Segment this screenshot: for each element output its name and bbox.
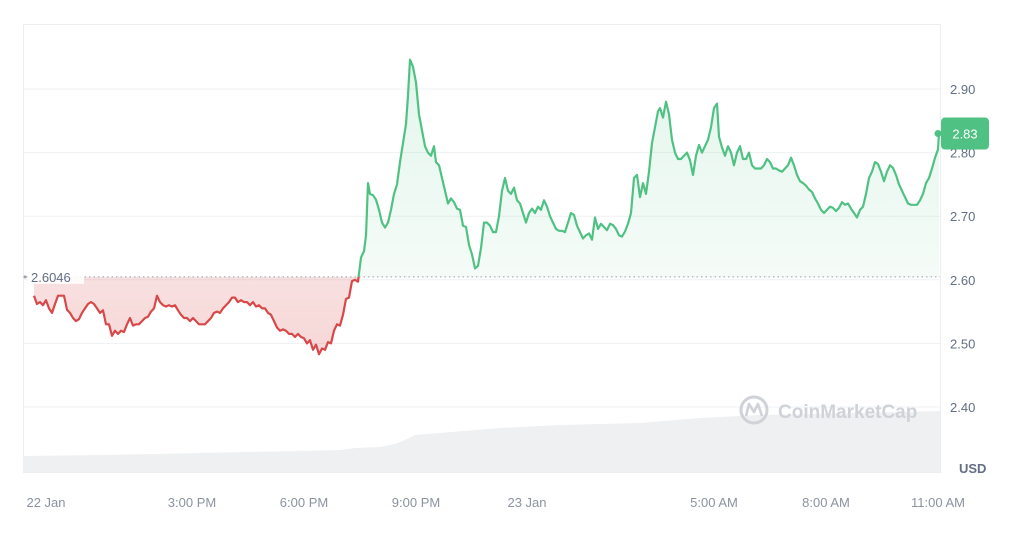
coinmarketcap-watermark: CoinMarketCap bbox=[739, 395, 917, 425]
reference-dot-icon bbox=[23, 275, 27, 279]
y-tick-label: 2.40 bbox=[950, 400, 975, 415]
coinmarketcap-logo-icon bbox=[739, 395, 769, 425]
coinmarketcap-logo-m-icon bbox=[744, 402, 764, 417]
price-area-down bbox=[34, 276, 359, 355]
x-axis: 22 Jan 3:00 PM 6:00 PM 9:00 PM 23 Jan 5:00 AM… bbox=[26, 495, 965, 510]
current-price-badge bbox=[941, 117, 989, 150]
current-price-value: 2.83 bbox=[952, 127, 977, 142]
volume-area bbox=[23, 411, 940, 472]
x-tick-label: 3:00 PM bbox=[168, 495, 216, 510]
y-axis: 2.902.802.702.602.502.40 bbox=[950, 82, 975, 415]
current-price-dot-icon bbox=[934, 130, 942, 138]
x-tick-label: 6:00 PM bbox=[280, 495, 328, 510]
x-tick-label: 11:00 AM bbox=[911, 495, 965, 510]
x-tick-label: 5:00 AM bbox=[690, 495, 738, 510]
price-line-up[interactable] bbox=[34, 58, 941, 355]
gridlines bbox=[24, 88, 940, 408]
price-line-down[interactable] bbox=[32, 60, 939, 356]
price-area-up bbox=[34, 59, 939, 277]
x-tick-label: 8:00 AM bbox=[802, 495, 850, 510]
y-tick-label: 2.70 bbox=[950, 209, 975, 224]
x-tick-label: 9:00 PM bbox=[392, 495, 440, 510]
x-tick-label: 23 Jan bbox=[507, 495, 546, 510]
x-tick-label: 22 Jan bbox=[26, 495, 65, 510]
y-tick-label: 2.50 bbox=[950, 336, 975, 351]
currency-unit-label: USD bbox=[959, 461, 986, 476]
watermark-text: CoinMarketCap bbox=[778, 402, 917, 423]
reference-price-label: 2.6046 bbox=[31, 270, 71, 285]
y-tick-label: 2.90 bbox=[950, 82, 975, 97]
y-tick-label: 2.60 bbox=[950, 273, 975, 288]
reference-label-bg bbox=[28, 267, 84, 284]
